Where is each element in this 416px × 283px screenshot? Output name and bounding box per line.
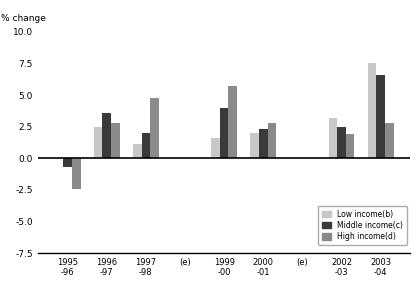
Bar (346, 134, 354, 158)
Bar (329, 118, 337, 158)
Bar (385, 123, 394, 158)
Text: % change: % change (0, 14, 45, 23)
Bar (63, 158, 72, 167)
Bar (220, 108, 228, 158)
Bar (141, 133, 150, 158)
Bar (228, 86, 237, 158)
Bar (337, 127, 346, 158)
Bar (111, 123, 120, 158)
Legend: Low income(b), Middle income(c), High income(d): Low income(b), Middle income(c), High in… (318, 206, 406, 245)
Bar (133, 144, 141, 158)
Bar (211, 138, 220, 158)
Bar (250, 133, 259, 158)
Bar (267, 123, 276, 158)
Bar (376, 75, 385, 158)
Bar (150, 98, 159, 158)
Bar (72, 158, 81, 189)
Bar (368, 63, 376, 158)
Bar (259, 129, 267, 158)
Bar (102, 113, 111, 158)
Bar (94, 127, 102, 158)
